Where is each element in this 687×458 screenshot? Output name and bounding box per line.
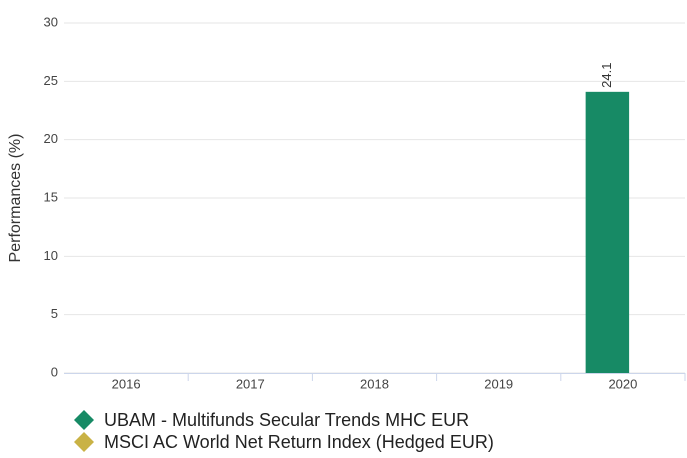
y-tick-label: 15	[44, 189, 58, 204]
y-tick-label: 30	[44, 14, 58, 29]
x-tick-label: 2016	[112, 376, 141, 391]
y-tick-label: 25	[44, 73, 58, 88]
x-tick-label: 2017	[236, 376, 265, 391]
legend-marker	[74, 432, 94, 452]
bar	[585, 91, 630, 373]
legend-label: UBAM - Multifunds Secular Trends MHC EUR	[104, 410, 469, 430]
y-tick-label: 10	[44, 248, 58, 263]
legend-label: MSCI AC World Net Return Index (Hedged E…	[104, 432, 494, 452]
y-axis-label: Performances (%)	[7, 134, 24, 263]
x-tick-label: 2018	[360, 376, 389, 391]
legend-marker	[74, 410, 94, 430]
y-tick-label: 0	[51, 364, 58, 379]
data-label: 24.1	[599, 63, 614, 88]
x-tick-label: 2019	[484, 376, 513, 391]
x-tick-label: 2020	[608, 376, 637, 391]
y-tick-label: 5	[51, 306, 58, 321]
y-tick-label: 20	[44, 131, 58, 146]
